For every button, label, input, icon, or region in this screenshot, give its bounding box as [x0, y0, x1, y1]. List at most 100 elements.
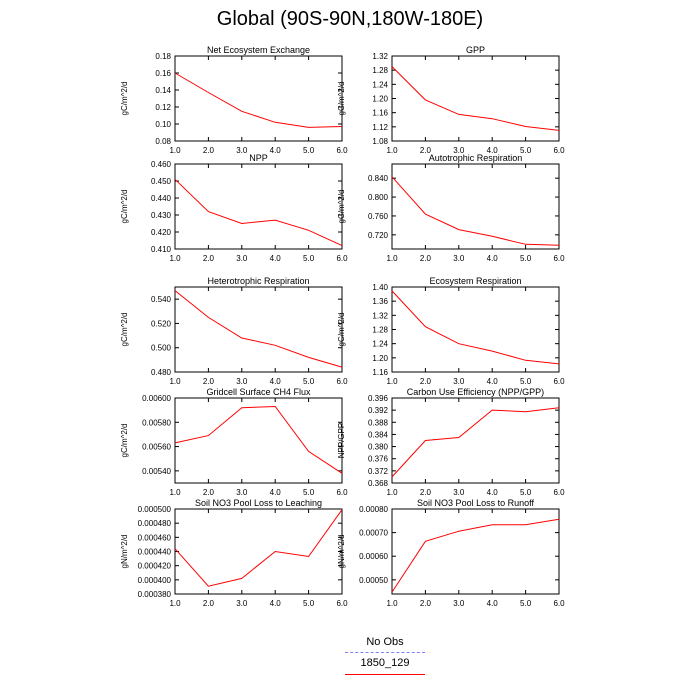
x-tick-label: 5.0	[520, 377, 532, 386]
chart-panel-npp: NPP 1.0 2.0 3.0 4.0 5.0 6.0 0.410 0.420 0.430 0.44…	[120, 153, 348, 263]
x-tick-label: 6.0	[336, 599, 348, 608]
x-tick-label: 4.0	[487, 599, 499, 608]
x-tick-label: 1.0	[386, 599, 398, 608]
y-tick-label: 0.520	[151, 319, 172, 328]
x-tick-label: 4.0	[270, 599, 282, 608]
x-tick-label: 4.0	[270, 488, 282, 497]
y-axis-label: gC/m^2/d	[120, 82, 129, 116]
x-tick-label: 5.0	[303, 146, 315, 155]
plot-frame	[174, 397, 343, 484]
chart-title: Soil NO3 Pool Loss to Leaching	[195, 498, 322, 508]
y-tick-label: 1.24	[372, 340, 388, 349]
y-tick-label: 0.000380	[138, 590, 172, 599]
x-tick-label: 5.0	[520, 146, 532, 155]
chart-panel-carbon-use-efficiency-npp-gpp: Carbon Use Efficiency (NPP/GPP) 1.0 2.0 3.0…	[337, 387, 565, 497]
y-tick-label: 0.08	[155, 137, 171, 146]
chart-title: Soil NO3 Pool Loss to Runoff	[417, 498, 534, 508]
chart-panel-soil-no3-pool-loss-to-runoff: Soil NO3 Pool Loss to Runoff 1.0 2.0 3.0 4.0…	[337, 498, 565, 608]
x-tick-label: 3.0	[453, 599, 465, 608]
y-tick-label: 0.396	[368, 394, 389, 403]
y-tick-label: 0.376	[368, 455, 389, 464]
x-tick-label: 5.0	[520, 599, 532, 608]
plot-frame	[174, 55, 343, 142]
series-line-1850-129	[391, 518, 560, 593]
chart-title: Ecosystem Respiration	[429, 276, 521, 286]
chart-title: Gridcell Surface CH4 Flux	[206, 387, 311, 397]
x-tick-label: 1.0	[169, 254, 181, 263]
series-line-1850-129	[174, 290, 343, 368]
y-tick-label: 0.388	[368, 418, 389, 427]
x-tick-label: 2.0	[420, 377, 432, 386]
y-tick-label: 0.00560	[142, 443, 171, 452]
x-tick-label: 3.0	[236, 599, 248, 608]
y-tick-label: 0.00070	[359, 529, 388, 538]
chart-title: Heterotrophic Respiration	[207, 276, 309, 286]
x-tick-label: 2.0	[203, 146, 215, 155]
x-tick-label: 4.0	[487, 146, 499, 155]
series-line-1850-129	[174, 405, 343, 474]
y-tick-label: 0.12	[155, 103, 171, 112]
y-tick-label: 1.24	[372, 80, 388, 89]
x-tick-label: 3.0	[453, 254, 465, 263]
x-tick-label: 3.0	[236, 146, 248, 155]
x-tick-label: 1.0	[169, 146, 181, 155]
y-tick-label: 0.384	[368, 430, 389, 439]
series-line-1850-129	[174, 72, 343, 128]
x-tick-label: 3.0	[236, 254, 248, 263]
y-tick-label: 0.000500	[138, 505, 172, 514]
y-tick-label: 0.450	[151, 177, 172, 186]
y-tick-label: 1.32	[372, 311, 388, 320]
y-tick-label: 1.32	[372, 52, 388, 61]
y-tick-label: 0.410	[151, 245, 172, 254]
chart-title: Autotrophic Respiration	[429, 153, 523, 163]
plot-frame	[174, 508, 343, 595]
x-tick-label: 4.0	[270, 254, 282, 263]
y-tick-label: 0.00050	[359, 576, 388, 585]
y-tick-label: 1.28	[372, 66, 388, 75]
x-tick-label: 1.0	[169, 377, 181, 386]
x-tick-label: 6.0	[553, 377, 565, 386]
y-tick-label: 0.00540	[142, 467, 171, 476]
y-tick-label: 1.40	[372, 283, 388, 292]
y-tick-label: 1.16	[372, 368, 388, 377]
y-tick-label: 0.500	[151, 344, 172, 353]
x-tick-label: 1.0	[386, 377, 398, 386]
y-tick-label: 0.430	[151, 211, 172, 220]
y-tick-label: 1.12	[372, 123, 388, 132]
x-tick-label: 3.0	[236, 377, 248, 386]
y-axis-label: gC/m^2/d	[337, 313, 346, 347]
x-tick-label: 1.0	[386, 254, 398, 263]
y-axis-label: NPP/GPP	[337, 423, 346, 459]
series-line-1850-129	[391, 290, 560, 365]
y-tick-label: 0.480	[151, 368, 172, 377]
y-tick-label: 0.10	[155, 120, 171, 129]
x-tick-label: 1.0	[386, 146, 398, 155]
chart-title: GPP	[466, 45, 485, 55]
x-tick-label: 1.0	[169, 488, 181, 497]
x-tick-label: 5.0	[303, 377, 315, 386]
x-tick-label: 4.0	[487, 377, 499, 386]
x-tick-label: 1.0	[169, 599, 181, 608]
x-tick-label: 6.0	[336, 488, 348, 497]
y-tick-label: 0.420	[151, 228, 172, 237]
y-tick-label: 0.380	[368, 443, 389, 452]
x-tick-label: 2.0	[203, 599, 215, 608]
plot-frame	[391, 55, 560, 142]
x-tick-label: 6.0	[336, 254, 348, 263]
plot-frame	[391, 397, 560, 484]
x-tick-label: 6.0	[336, 377, 348, 386]
x-tick-label: 5.0	[303, 488, 315, 497]
x-tick-label: 3.0	[453, 488, 465, 497]
chart-panel-autotrophic-respiration: Autotrophic Respiration 1.0 2.0 3.0 4.0 5.0 6.…	[337, 153, 565, 263]
x-tick-label: 3.0	[236, 488, 248, 497]
chart-panel-gridcell-surface-ch4-flux: Gridcell Surface CH4 Flux 1.0 2.0 3.0 4.0 5.0…	[120, 387, 348, 497]
y-axis-label: gN/m^2/d	[337, 535, 346, 569]
legend-line-no-obs	[345, 652, 425, 653]
y-tick-label: 0.720	[368, 231, 389, 240]
y-axis-label: gC/m^2/d	[120, 424, 129, 458]
y-tick-label: 0.18	[155, 52, 171, 61]
chart-panel-heterotrophic-respiration: Heterotrophic Respiration 1.0 2.0 3.0 4.0 5.0…	[120, 276, 348, 386]
y-tick-label: 1.36	[372, 297, 388, 306]
chart-title: Carbon Use Efficiency (NPP/GPP)	[407, 387, 544, 397]
